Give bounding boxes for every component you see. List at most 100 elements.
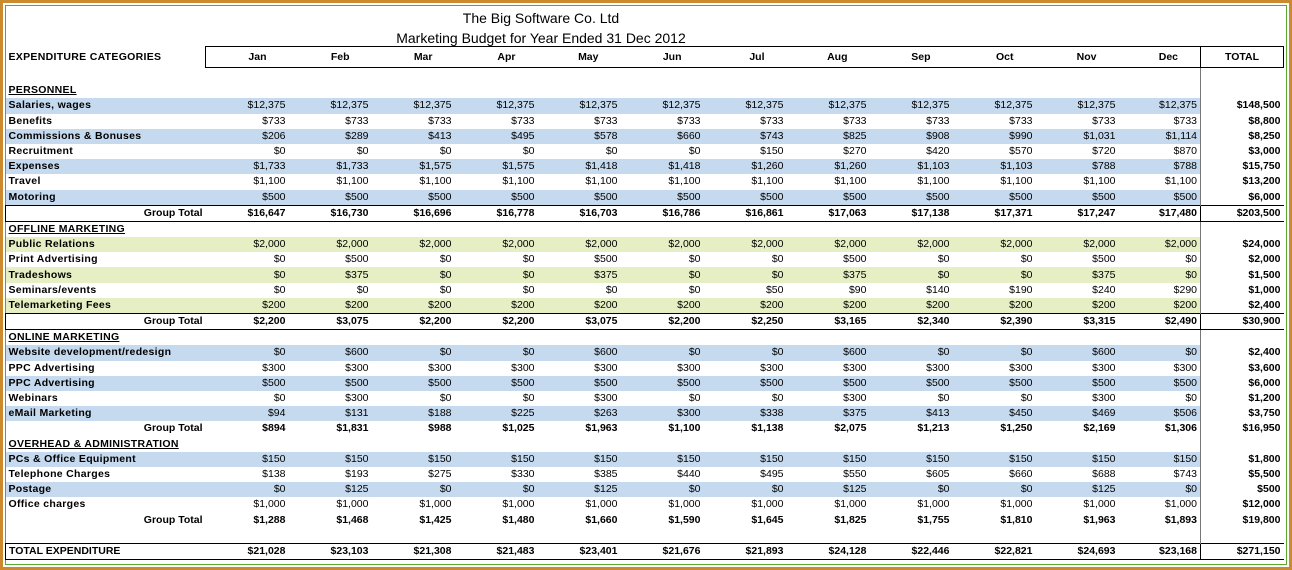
group-total-value[interactable]: $2,490 bbox=[1118, 312, 1201, 331]
cell-value[interactable]: $733 bbox=[1092, 114, 1116, 127]
cell-value[interactable]: $0 bbox=[688, 392, 701, 405]
cell-value[interactable]: $0 bbox=[522, 145, 535, 158]
cell-value[interactable]: $1,000 bbox=[1000, 498, 1033, 511]
row-label[interactable]: Seminars/events bbox=[8, 283, 97, 296]
cell-value[interactable]: $500 bbox=[1035, 375, 1119, 391]
group-total-sum[interactable]: $19,800 bbox=[1200, 512, 1284, 528]
header-month[interactable]: Jan bbox=[205, 46, 289, 68]
row-label[interactable]: Expenses bbox=[5, 159, 206, 175]
cell-value[interactable]: $200 bbox=[1035, 297, 1119, 314]
cell-value[interactable]: $733 bbox=[677, 114, 701, 127]
group-total-value[interactable]: $16,778 bbox=[454, 204, 538, 222]
cell-value[interactable]: $743 bbox=[703, 128, 787, 144]
row-total[interactable]: $2,400 bbox=[1200, 345, 1284, 361]
cell-value[interactable]: $733 bbox=[843, 114, 867, 127]
total-expenditure-value[interactable]: $22,821 bbox=[952, 542, 1036, 561]
row-label[interactable]: eMail Marketing bbox=[5, 406, 206, 422]
row-label[interactable]: Print Advertising bbox=[8, 253, 98, 266]
cell-value[interactable]: $375 bbox=[786, 267, 870, 283]
row-total[interactable]: $6,000 bbox=[1200, 375, 1284, 391]
cell-value[interactable]: $1,103 bbox=[869, 159, 953, 175]
group-total-value[interactable]: $1,025 bbox=[502, 422, 535, 435]
cell-value[interactable]: $0 bbox=[1118, 482, 1201, 498]
row-total[interactable]: $1,200 bbox=[1200, 390, 1284, 407]
group-total-label[interactable]: Group Total bbox=[143, 513, 203, 526]
cell-value[interactable]: $0 bbox=[771, 253, 784, 266]
cell-value[interactable]: $150 bbox=[703, 451, 787, 467]
row-total[interactable]: $15,750 bbox=[1200, 159, 1284, 175]
cell-value[interactable]: $1,000 bbox=[1164, 498, 1197, 511]
group-total-value[interactable]: $17,063 bbox=[786, 204, 870, 222]
cell-value[interactable]: $495 bbox=[454, 128, 538, 144]
cell-value[interactable]: $12,375 bbox=[288, 98, 372, 114]
cell-value[interactable]: $1,000 bbox=[668, 498, 701, 511]
cell-value[interactable]: $0 bbox=[371, 345, 455, 361]
cell-value[interactable]: $500 bbox=[843, 253, 867, 266]
cell-value[interactable]: $200 bbox=[703, 297, 787, 314]
cell-value[interactable]: $600 bbox=[1035, 345, 1119, 361]
cell-value[interactable]: $500 bbox=[869, 375, 953, 391]
cell-value[interactable]: $125 bbox=[786, 482, 870, 498]
cell-value[interactable]: $12,375 bbox=[620, 98, 704, 114]
cell-value[interactable]: $600 bbox=[537, 345, 621, 361]
cell-value[interactable]: $500 bbox=[1118, 189, 1201, 206]
row-total[interactable]: $1,800 bbox=[1200, 451, 1284, 467]
cell-value[interactable]: $733 bbox=[511, 114, 535, 127]
cell-value[interactable]: $506 bbox=[1118, 406, 1201, 422]
cell-value[interactable]: $1,000 bbox=[419, 498, 452, 511]
cell-value[interactable]: $605 bbox=[926, 467, 950, 480]
cell-value[interactable]: $733 bbox=[1173, 114, 1197, 127]
cell-value[interactable]: $1,100 bbox=[1164, 175, 1197, 188]
row-label[interactable]: Webinars bbox=[8, 392, 58, 405]
group-total-value[interactable]: $16,696 bbox=[371, 204, 455, 222]
cell-value[interactable]: $1,000 bbox=[834, 498, 867, 511]
cell-value[interactable]: $733 bbox=[262, 114, 286, 127]
row-label[interactable]: Recruitment bbox=[8, 145, 74, 158]
row-total[interactable]: $6,000 bbox=[1200, 189, 1284, 206]
cell-value[interactable]: $1,103 bbox=[952, 159, 1036, 175]
cell-value[interactable]: $500 bbox=[288, 189, 372, 206]
cell-value[interactable]: $0 bbox=[522, 283, 535, 296]
header-category-label[interactable]: EXPENDITURE CATEGORIES bbox=[8, 50, 162, 63]
cell-value[interactable]: $1,100 bbox=[419, 175, 452, 188]
cell-value[interactable]: $0 bbox=[620, 482, 704, 498]
cell-value[interactable]: $0 bbox=[205, 267, 289, 283]
group-total-value[interactable]: $17,480 bbox=[1118, 204, 1201, 222]
cell-value[interactable]: $500 bbox=[371, 189, 455, 206]
cell-value[interactable]: $825 bbox=[786, 128, 870, 144]
cell-value[interactable]: $1,733 bbox=[205, 159, 289, 175]
row-label[interactable]: Website development/redesign bbox=[5, 345, 206, 361]
cell-value[interactable]: $200 bbox=[869, 297, 953, 314]
cell-value[interactable]: $2,000 bbox=[952, 237, 1036, 253]
cell-value[interactable]: $300 bbox=[1173, 361, 1197, 374]
group-total-value[interactable]: $1,831 bbox=[336, 422, 369, 435]
cell-value[interactable]: $788 bbox=[1118, 159, 1201, 175]
cell-value[interactable]: $450 bbox=[952, 406, 1036, 422]
cell-value[interactable]: $2,000 bbox=[869, 237, 953, 253]
row-total[interactable]: $24,000 bbox=[1200, 237, 1284, 253]
cell-value[interactable]: $2,000 bbox=[205, 237, 289, 253]
cell-value[interactable]: $500 bbox=[371, 375, 455, 391]
row-label[interactable]: PPC Advertising bbox=[5, 375, 206, 391]
cell-value[interactable]: $0 bbox=[703, 345, 787, 361]
group-total-value[interactable]: $1,250 bbox=[1000, 422, 1033, 435]
cell-value[interactable]: $600 bbox=[786, 345, 870, 361]
cell-value[interactable]: $12,375 bbox=[869, 98, 953, 114]
group-total-value[interactable]: $17,138 bbox=[869, 204, 953, 222]
group-total-value[interactable]: $1,810 bbox=[1000, 513, 1033, 526]
cell-value[interactable]: $375 bbox=[786, 406, 870, 422]
cell-value[interactable]: $500 bbox=[952, 375, 1036, 391]
group-total-value[interactable]: $1,963 bbox=[585, 422, 618, 435]
cell-value[interactable]: $385 bbox=[594, 467, 618, 480]
cell-value[interactable]: $0 bbox=[952, 267, 1036, 283]
cell-value[interactable]: $125 bbox=[288, 482, 372, 498]
cell-value[interactable]: $1,000 bbox=[917, 498, 950, 511]
row-total[interactable]: $1,000 bbox=[1200, 282, 1284, 298]
row-label[interactable]: Benefits bbox=[8, 114, 53, 127]
header-month[interactable]: Aug bbox=[786, 46, 870, 68]
cell-value[interactable]: $1,100 bbox=[502, 175, 535, 188]
cell-value[interactable]: $300 bbox=[926, 361, 950, 374]
cell-value[interactable]: $1,000 bbox=[336, 498, 369, 511]
group-total-value[interactable]: $988 bbox=[428, 422, 452, 435]
cell-value[interactable]: $413 bbox=[371, 128, 455, 144]
